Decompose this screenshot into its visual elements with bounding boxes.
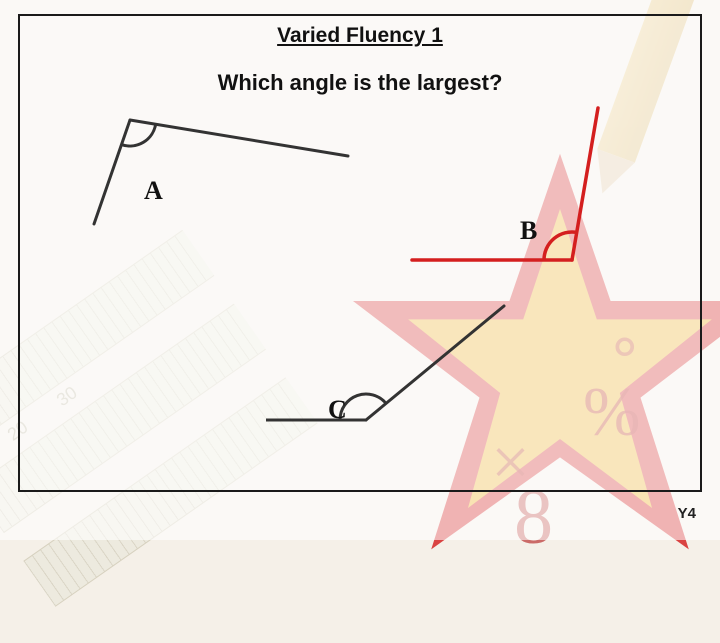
angle-b-label: B [520,216,537,246]
angle-b-figure [402,104,622,274]
angle-c-figure [266,302,526,432]
angle-c-label: C [328,395,347,425]
angle-a-figure [60,104,360,234]
angle-a-label: A [144,176,163,206]
question-text: Which angle is the largest? [0,70,720,96]
slide-title: Varied Fluency 1 [0,24,720,48]
grade-label: Y4 [678,505,696,522]
